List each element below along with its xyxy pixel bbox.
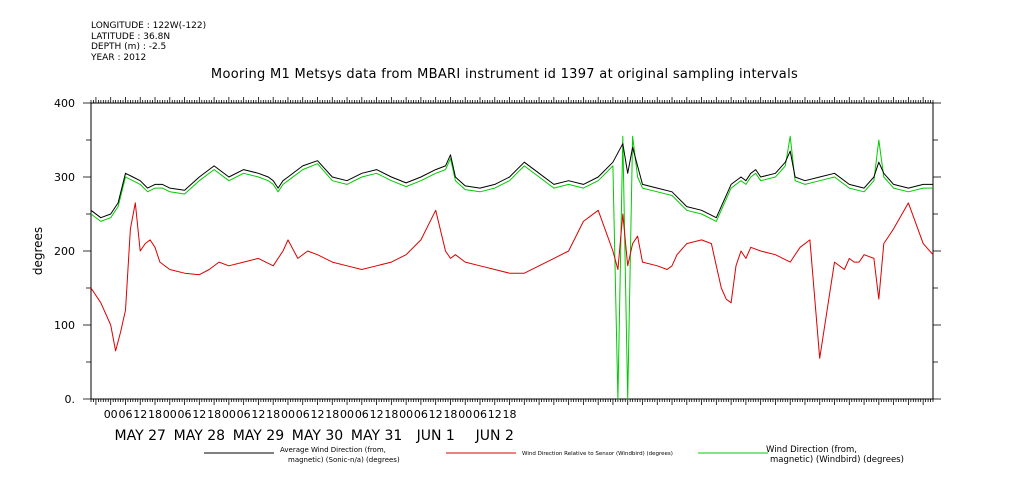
legend-label-1: Wind Direction Relative to Sensor (Windb… (522, 451, 673, 457)
x-hour-label: 00 (340, 408, 354, 421)
latitude-label: LATITUDE : 36.8N (91, 31, 171, 42)
x-hour-label: 06 (237, 408, 251, 421)
x-hour-label: 18 (266, 408, 280, 421)
series-line-1 (90, 202, 934, 359)
y-tick-label: 200 (54, 245, 75, 258)
chart-legend: Average Wind Direction (from, magnetic) (… (204, 445, 904, 465)
chart-series-lines (90, 135, 934, 400)
x-hour-label: 12 (370, 408, 384, 421)
series-line-0 (90, 143, 933, 219)
y-tick-label: 100 (54, 319, 75, 332)
x-day-label: MAY 29 (233, 428, 284, 444)
x-hour-label: 18 (443, 408, 457, 421)
x-day-label: MAY 27 (115, 428, 166, 444)
metadata-block: LONGITUDE : 122W(-122) LATITUDE : 36.8N … (91, 21, 206, 63)
x-day-label: MAY 28 (174, 428, 225, 444)
x-day-label: MAY 30 (292, 428, 343, 444)
x-hour-label: 06 (178, 408, 192, 421)
x-hour-label: 12 (192, 408, 206, 421)
x-hour-label: 18 (503, 408, 517, 421)
longitude-label: LONGITUDE : 122W(-122) (91, 21, 207, 31)
x-hour-label: 06 (355, 408, 369, 421)
x-hour-label: 06 (118, 408, 132, 421)
series-line-2 (90, 135, 933, 400)
x-day-label: MAY 31 (351, 428, 402, 444)
x-hour-label: 00 (222, 408, 236, 421)
x-hour-label: 18 (148, 408, 162, 421)
x-hour-label: 00 (104, 408, 118, 421)
x-day-label: JUN 1 (416, 428, 455, 444)
x-hour-label: 00 (399, 408, 413, 421)
y-tick-label: 300 (54, 171, 75, 184)
x-hour-label: 00 (281, 408, 295, 421)
x-hour-label: 18 (207, 408, 221, 421)
y-tick-label: 0. (65, 393, 76, 406)
legend-label-2: Wind Direction (from, (766, 445, 857, 455)
x-hour-label: 12 (311, 408, 325, 421)
x-hour-label: 00 (163, 408, 177, 421)
x-hour-label: 12 (251, 408, 265, 421)
x-hour-label: 18 (384, 408, 398, 421)
x-hour-label: 12 (429, 408, 443, 421)
y-tick-label: 400 (54, 97, 75, 110)
x-day-label: JUN 2 (475, 428, 514, 444)
chart-title: Mooring M1 Metsys data from MBARI instru… (210, 67, 799, 82)
x-hour-label: 00 (458, 408, 472, 421)
year-label: YEAR : 2012 (91, 52, 147, 63)
x-hour-label: 18 (325, 408, 339, 421)
x-hour-label: 06 (296, 408, 310, 421)
legend-label-2-line2: magnetic) (Windbird) (degrees) (770, 455, 904, 465)
y-axis-label: degrees (31, 227, 45, 275)
legend-label-0: Average Wind Direction (from, (280, 446, 386, 454)
x-hour-label: 12 (488, 408, 502, 421)
x-hour-label: 12 (133, 408, 147, 421)
x-hour-label: 06 (414, 408, 428, 421)
legend-label-0-line2: magnetic) (Sonic-n/a) (degrees) (288, 456, 400, 464)
x-hour-label: 06 (473, 408, 487, 421)
depth-label: DEPTH (m) : -2.5 (91, 42, 167, 52)
chart-axes: 00 06 12 18 00 06 12 18 00 06 12 18 00 06 12 18 00 06 12 18… (31, 97, 941, 444)
plot-frame (90, 102, 934, 400)
